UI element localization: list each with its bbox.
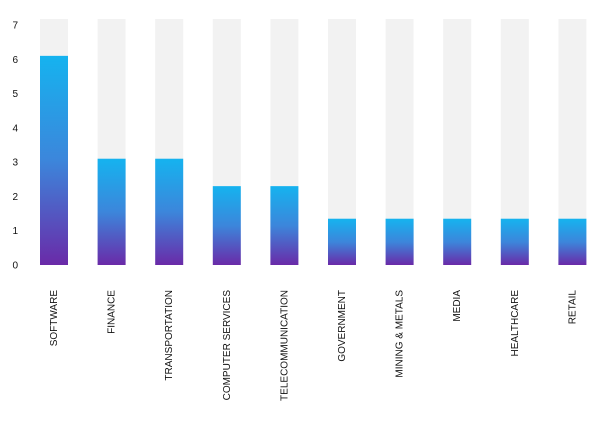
bar-transportation [155,158,184,265]
x-tick-label: COMPUTER SERVICES [222,290,233,401]
y-tick-label: 3 [12,158,18,169]
x-tick-label: SOFTWARE [49,290,60,347]
bar-retail [558,218,587,265]
y-tick-label: 0 [12,261,18,272]
y-tick-label: 6 [12,55,18,66]
y-axis: 0 1 2 3 4 5 6 7 [12,21,18,272]
x-tick-label: FINANCE [107,290,118,334]
x-tick-label: MEDIA [452,290,463,322]
bar-healthcare [500,218,529,265]
bar-telecommunication [270,186,299,265]
x-tick-label: GOVERNMENT [337,290,348,362]
bar-computer-services [212,186,241,265]
y-tick-label: 2 [12,192,18,203]
bar-media [443,218,472,265]
bars-group [40,19,587,265]
bar-mining-metals [385,218,414,265]
x-tick-label: HEALTHCARE [510,290,521,357]
y-tick-label: 7 [12,21,18,32]
x-tick-label: TELECOMMUNICATION [279,290,290,401]
x-tick-label: TRANSPORTATION [164,290,175,381]
bar-government [328,218,356,265]
y-tick-label: 1 [12,226,18,237]
y-tick-label: 5 [12,89,18,100]
x-axis: SOFTWARE FINANCE TRANSPORTATION COMPUTER SE… [49,290,578,401]
bar-software [40,55,68,265]
bar-finance [97,158,126,265]
y-tick-label: 4 [12,123,18,134]
x-tick-label: MINING & METALS [395,290,406,378]
x-tick-label: RETAIL [567,290,578,325]
